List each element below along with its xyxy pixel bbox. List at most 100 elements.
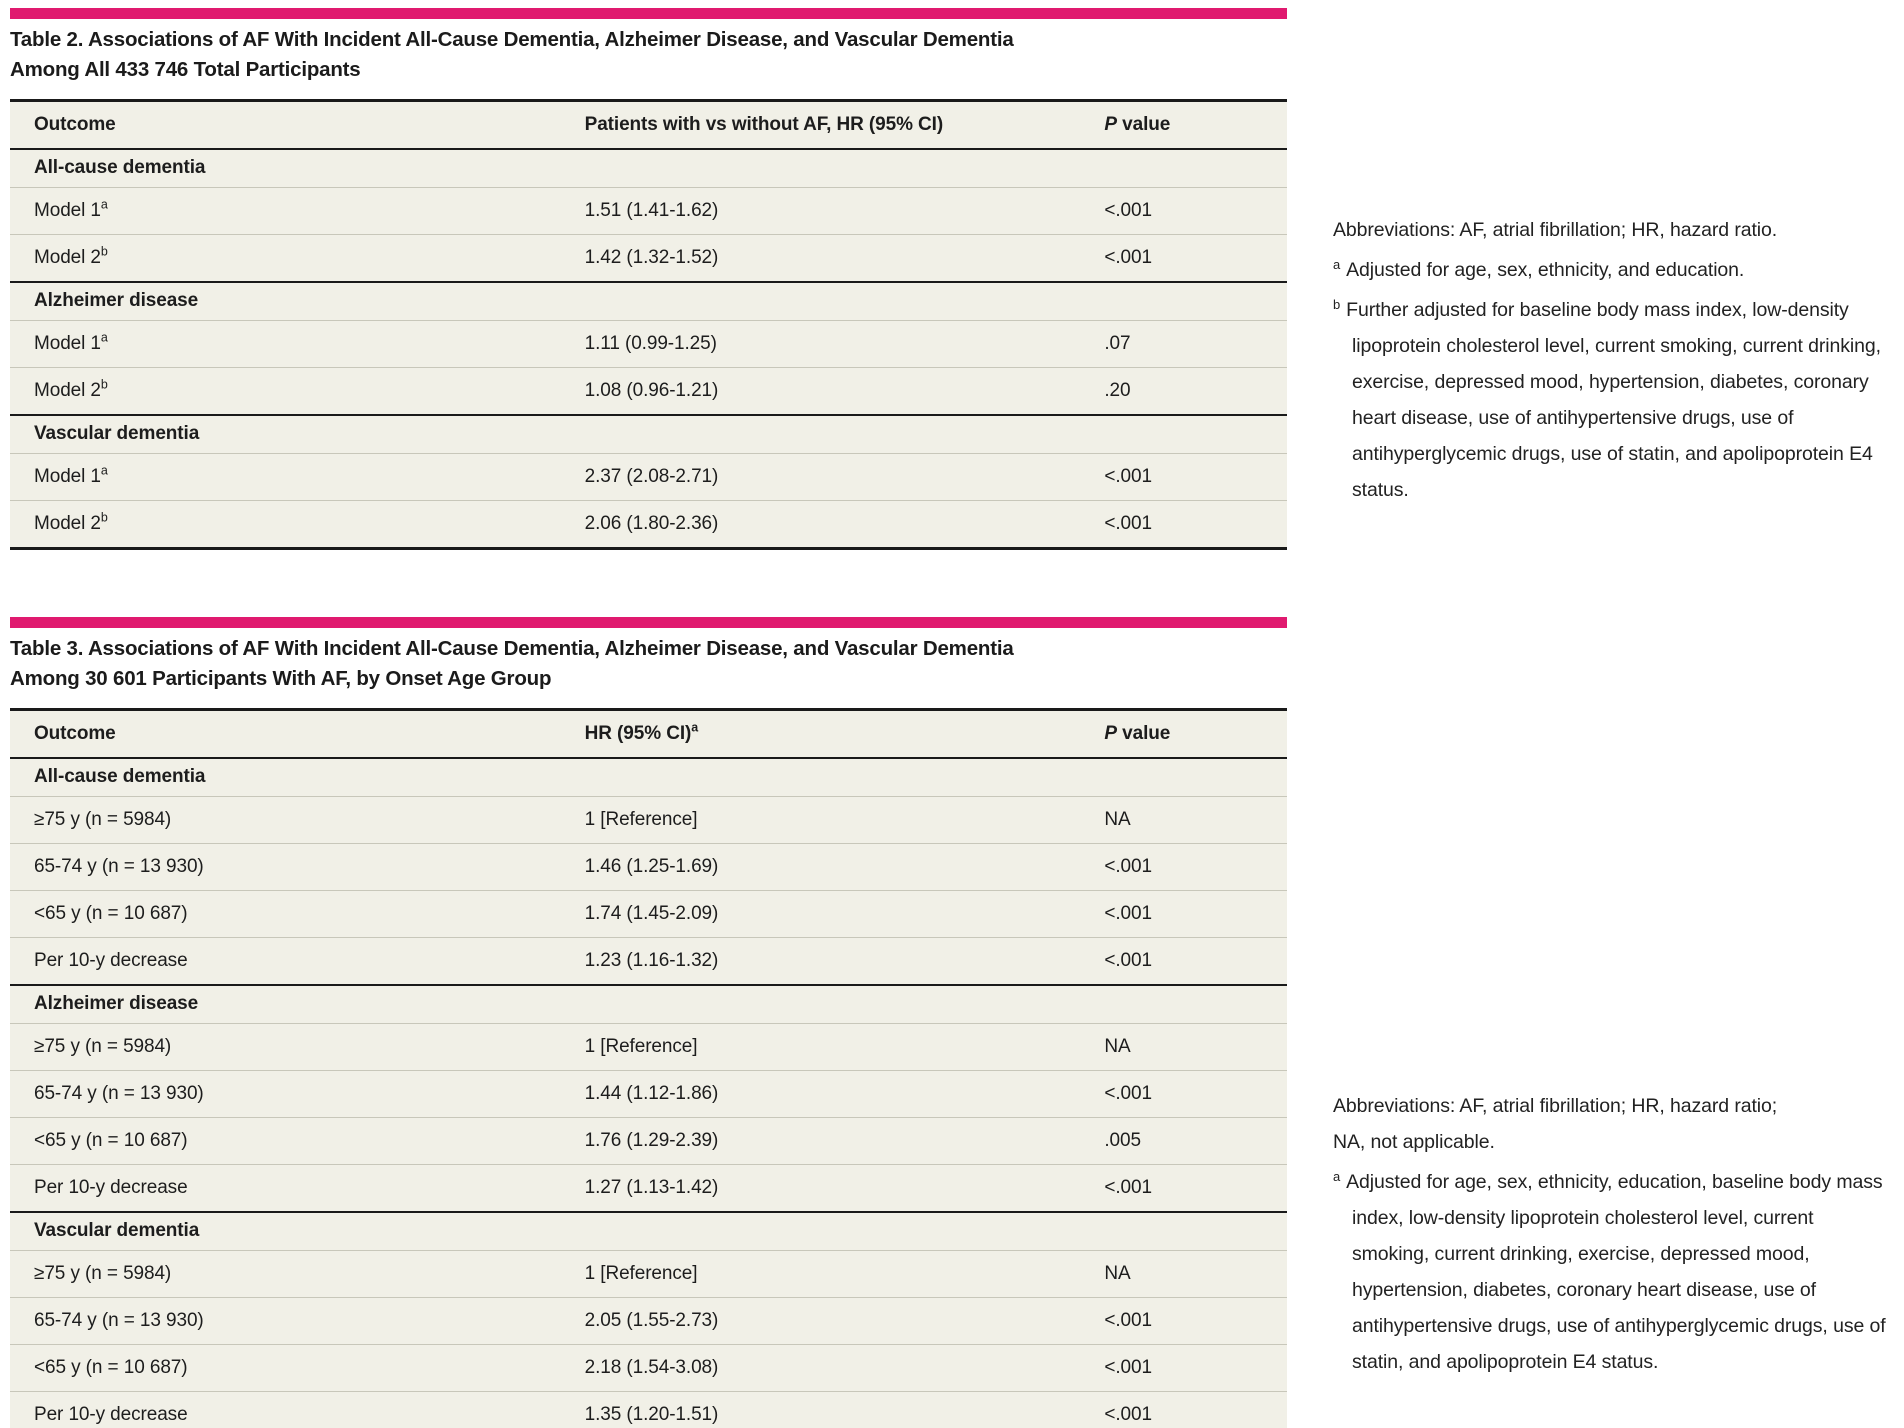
outcome-cell: Model 2b <box>34 377 108 401</box>
outcome-cell: <65 y (n = 10 687) <box>34 1357 188 1378</box>
hr-cell: 1 [Reference] <box>584 809 698 830</box>
table-header-row: Outcome Patients with vs without AF, HR (… <box>10 101 1287 149</box>
table-row: Model 2b 1.42 (1.32-1.52) <.001 <box>10 234 1287 283</box>
hr-cell: 1.44 (1.12-1.86) <box>584 1083 719 1104</box>
section-header-row: Vascular dementia <box>10 415 1287 454</box>
column-header-outcome: Outcome <box>34 723 116 744</box>
table-row: ≥75 y (n = 5984) 1 [Reference] NA <box>10 1250 1287 1298</box>
column-header-p-value: P value <box>1104 723 1171 744</box>
table-row: ≥75 y (n = 5984) 1 [Reference] NA <box>10 1023 1287 1071</box>
table-row: Model 1a 1.51 (1.41-1.62) <.001 <box>10 187 1287 235</box>
section-label: All-cause dementia <box>34 766 206 787</box>
p-value-cell: <.001 <box>1104 200 1152 221</box>
table2-title: Table 2. Associations of AF With Inciden… <box>10 28 1014 81</box>
abbreviations-note: Abbreviations: AF, atrial fibrillation; … <box>1333 1095 1778 1153</box>
section-header-row: All-cause dementia <box>10 149 1287 188</box>
table-row: <65 y (n = 10 687) 2.18 (1.54-3.08) <.001 <box>10 1344 1287 1392</box>
column-header-outcome: Outcome <box>34 114 116 135</box>
table3-header: Outcome HR (95% CI)a P value <box>10 710 1287 758</box>
table3-figure: Table 3. Associations of AF With Inciden… <box>10 617 1287 1428</box>
section-header-row: Vascular dementia <box>10 1212 1287 1251</box>
p-value-cell: <.001 <box>1104 1177 1152 1198</box>
table2-header: Outcome Patients with vs without AF, HR (… <box>10 101 1287 149</box>
table-row: 65-74 y (n = 13 930) 1.46 (1.25-1.69) <.00… <box>10 843 1287 891</box>
footnote-a: a Adjusted for age, sex, ethnicity, and e… <box>1333 256 1745 282</box>
section-label: Vascular dementia <box>34 1220 200 1241</box>
p-value-cell: <.001 <box>1104 903 1152 924</box>
hr-cell: 2.05 (1.55-2.73) <box>584 1310 719 1331</box>
abbreviations-note: Abbreviations: AF, atrial fibrillation; … <box>1333 219 1778 241</box>
p-value-cell: NA <box>1104 809 1131 830</box>
hr-cell: 1.42 (1.32-1.52) <box>584 247 719 268</box>
table-row: Model 2b 2.06 (1.80-2.36) <.001 <box>10 500 1287 549</box>
table2-figure: Table 2. Associations of AF With Inciden… <box>10 8 1287 550</box>
outcome-cell: <65 y (n = 10 687) <box>34 1130 188 1151</box>
hr-cell: 1.27 (1.13-1.42) <box>584 1177 719 1198</box>
p-value-cell: .20 <box>1104 380 1131 401</box>
p-value-cell: NA <box>1104 1263 1131 1284</box>
section-header-row: Alzheimer disease <box>10 282 1287 321</box>
outcome-cell: ≥75 y (n = 5984) <box>34 1263 172 1284</box>
table-row: <65 y (n = 10 687) 1.76 (1.29-2.39) .005 <box>10 1117 1287 1165</box>
outcome-cell: 65-74 y (n = 13 930) <box>34 1083 204 1104</box>
hr-cell: 1.11 (0.99-1.25) <box>584 333 717 354</box>
section-header-row: All-cause dementia <box>10 758 1287 797</box>
column-header-hr: Patients with vs without AF, HR (95% CI) <box>584 114 944 135</box>
hr-cell: 1.08 (0.96-1.21) <box>584 380 719 401</box>
table-row: Model 2b 1.08 (0.96-1.21) .20 <box>10 367 1287 416</box>
p-value-cell: <.001 <box>1104 1404 1152 1425</box>
hr-cell: 1.23 (1.16-1.32) <box>584 950 719 971</box>
hr-cell: 2.37 (2.08-2.71) <box>584 466 719 487</box>
table3-title: Table 3. Associations of AF With Inciden… <box>10 637 1014 690</box>
footnote-b: b Further adjusted for baseline body mass… <box>1333 296 1881 502</box>
outcome-cell: Per 10-y decrease <box>34 950 188 971</box>
table2-body: All-cause dementia Model 1a 1.51 (1.41-1.6… <box>10 149 1287 549</box>
table3: Outcome HR (95% CI)a P value All-cause dem… <box>10 708 1287 1428</box>
outcome-cell: Per 10-y decrease <box>34 1177 188 1198</box>
p-value-cell: <.001 <box>1104 950 1152 971</box>
p-value-cell: <.001 <box>1104 1083 1152 1104</box>
footnote-a: a Adjusted for age, sex, ethnicity, educa… <box>1333 1168 1886 1374</box>
p-value-cell: <.001 <box>1104 513 1152 534</box>
section-label: Alzheimer disease <box>34 290 199 311</box>
hr-cell: 2.06 (1.80-2.36) <box>584 513 719 534</box>
outcome-cell: Model 2b <box>34 244 108 268</box>
outcome-cell: Model 1a <box>34 463 108 487</box>
hr-cell: 1.51 (1.41-1.62) <box>584 200 719 221</box>
hr-cell: 1.46 (1.25-1.69) <box>584 856 719 877</box>
section-label: Alzheimer disease <box>34 993 199 1014</box>
table-row: <65 y (n = 10 687) 1.74 (1.45-2.09) <.001 <box>10 890 1287 938</box>
table2: Outcome Patients with vs without AF, HR (… <box>10 99 1287 550</box>
table-row: Model 1a 2.37 (2.08-2.71) <.001 <box>10 453 1287 501</box>
p-value-cell: .07 <box>1104 333 1131 354</box>
column-header-p-value: P value <box>1104 114 1171 135</box>
hr-cell: 1.76 (1.29-2.39) <box>584 1130 719 1151</box>
p-value-cell: .005 <box>1104 1130 1141 1151</box>
p-value-cell: <.001 <box>1104 1310 1152 1331</box>
section-header-row: Alzheimer disease <box>10 985 1287 1024</box>
hr-cell: 1 [Reference] <box>584 1036 698 1057</box>
outcome-cell: Model 1a <box>34 197 108 221</box>
p-value-cell: <.001 <box>1104 856 1152 877</box>
hr-cell: 1.35 (1.20-1.51) <box>584 1404 719 1425</box>
outcome-cell: ≥75 y (n = 5984) <box>34 1036 172 1057</box>
table-row: Per 10-y decrease 1.35 (1.20-1.51) <.001 <box>10 1391 1287 1428</box>
table2-accent-bar <box>10 8 1287 19</box>
p-value-cell: NA <box>1104 1036 1131 1057</box>
p-value-cell: <.001 <box>1104 466 1152 487</box>
table-row: 65-74 y (n = 13 930) 2.05 (1.55-2.73) <.00… <box>10 1297 1287 1345</box>
hr-cell: 1 [Reference] <box>584 1263 698 1284</box>
table-row: Model 1a 1.11 (0.99-1.25) .07 <box>10 320 1287 368</box>
column-header-hr: HR (95% CI)a <box>584 720 699 744</box>
table-row: Per 10-y decrease 1.23 (1.16-1.32) <.001 <box>10 937 1287 986</box>
table3-footnotes: Abbreviations: AF, atrial fibrillation; … <box>1333 1088 1893 1384</box>
section-label: All-cause dementia <box>34 157 206 178</box>
hr-cell: 1.74 (1.45-2.09) <box>584 903 719 924</box>
table-row: 65-74 y (n = 13 930) 1.44 (1.12-1.86) <.00… <box>10 1070 1287 1118</box>
outcome-cell: 65-74 y (n = 13 930) <box>34 1310 204 1331</box>
outcome-cell: Per 10-y decrease <box>34 1404 188 1425</box>
section-label: Vascular dementia <box>34 423 200 444</box>
outcome-cell: Model 2b <box>34 510 108 534</box>
table-header-row: Outcome HR (95% CI)a P value <box>10 710 1287 758</box>
